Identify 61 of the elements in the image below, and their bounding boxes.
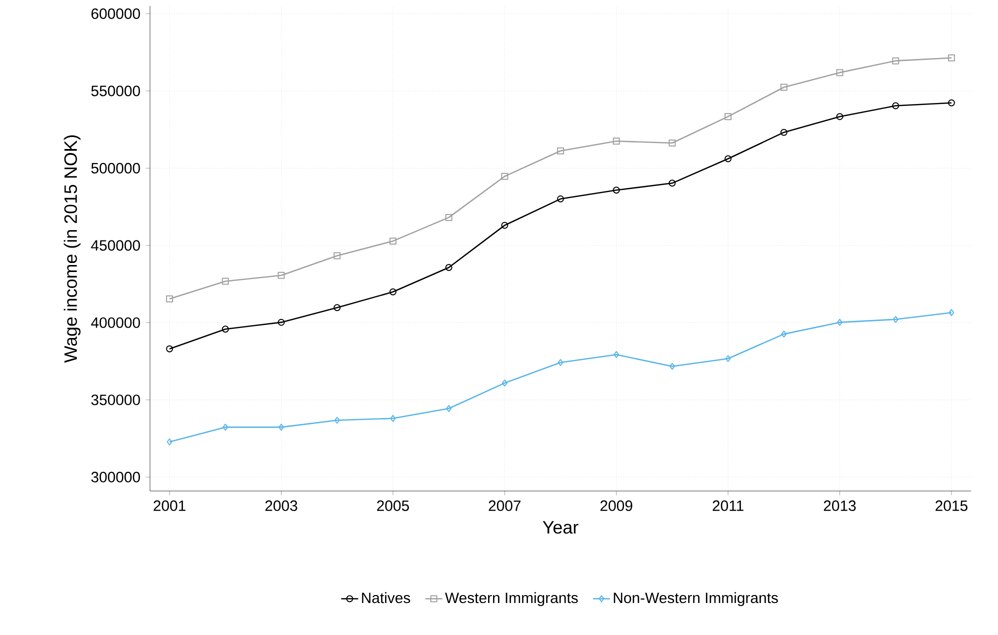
- y-tick-label: 300000: [91, 472, 140, 482]
- point: [278, 424, 284, 431]
- point: [892, 57, 900, 64]
- x-tick-label: 2003: [265, 500, 298, 512]
- point: [278, 272, 285, 279]
- y-tick-label: 350000: [91, 394, 140, 406]
- point: [222, 326, 229, 333]
- point: [445, 214, 452, 221]
- legend-label: Western Immigrants: [445, 592, 578, 606]
- point: [558, 358, 564, 366]
- point: [166, 295, 174, 302]
- point: [502, 380, 508, 387]
- x-tick-label: 2013: [824, 500, 856, 512]
- point: [389, 288, 396, 296]
- point: [334, 416, 340, 424]
- point: [892, 102, 900, 110]
- point: [780, 84, 788, 91]
- x-tick-label: 2007: [488, 500, 521, 512]
- point: [836, 113, 844, 120]
- x-tick-label: 2015: [936, 500, 968, 512]
- point: [222, 278, 229, 285]
- point: [446, 405, 452, 412]
- y-tick-label: 600000: [91, 8, 140, 19]
- y-tick-label: 500000: [91, 162, 140, 174]
- point: [780, 128, 788, 136]
- x-tick-label: 2009: [600, 500, 632, 512]
- point: [836, 69, 844, 76]
- y-tick-label: 550000: [91, 86, 140, 96]
- point: [389, 238, 396, 245]
- point: [725, 355, 731, 362]
- point: [669, 362, 675, 370]
- point: [892, 316, 898, 323]
- point: [781, 330, 787, 338]
- point: [724, 113, 732, 120]
- y-axis-title: Wage income (in 2015 NOK): [64, 135, 81, 363]
- point: [334, 252, 341, 260]
- point: [334, 304, 341, 312]
- point: [278, 318, 285, 326]
- y-tick-label: 450000: [91, 240, 140, 251]
- point: [501, 222, 508, 229]
- point: [948, 54, 955, 62]
- point: [557, 147, 564, 154]
- point: [222, 424, 228, 431]
- point: [612, 186, 620, 194]
- legend-label: Natives: [362, 592, 410, 604]
- point: [501, 172, 508, 180]
- y-tick-label: 400000: [91, 317, 140, 328]
- point: [668, 140, 676, 146]
- point: [557, 195, 564, 202]
- legend-label: Non-Western Immigrants: [614, 592, 778, 606]
- point: [612, 138, 620, 145]
- point: [445, 264, 452, 271]
- point: [837, 318, 843, 326]
- x-tick-label: 2011: [712, 500, 744, 512]
- point: [390, 414, 396, 422]
- point: [724, 155, 732, 162]
- x-tick-label: 2005: [377, 500, 409, 512]
- point: [668, 180, 676, 187]
- x-axis-title: Year: [542, 521, 578, 534]
- point: [614, 351, 620, 358]
- x-tick-label: 2001: [154, 500, 186, 512]
